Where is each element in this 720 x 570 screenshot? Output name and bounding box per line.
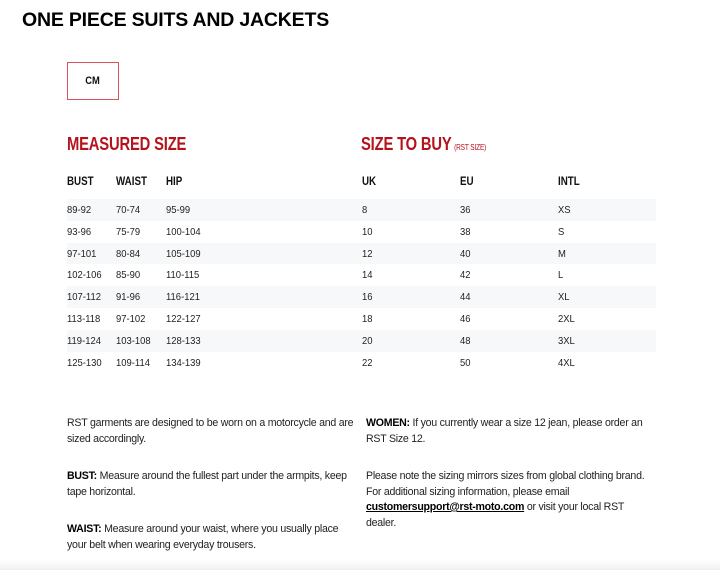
table-cell: 100-104 — [166, 225, 201, 238]
table-cell: 97-101 — [67, 247, 97, 260]
table-cell: 105-109 — [166, 247, 201, 260]
size-table: 89-92 70-74 95-99 8 36 XS 93-96 75-79 100-104 10 3… — [67, 199, 656, 373]
table-cell: 89-92 — [67, 204, 92, 216]
table-cell: 38 — [460, 225, 471, 238]
table-cell: 109-114 — [116, 356, 150, 369]
table-cell: 20 — [362, 334, 373, 347]
col-bust: BUST — [67, 176, 94, 188]
table-cell: 18 — [362, 312, 373, 325]
table-cell: 8 — [362, 204, 368, 216]
table-cell: 42 — [460, 269, 471, 282]
bottom-shadow — [0, 560, 720, 570]
rst-size-note: (RST SIZE) — [454, 143, 487, 152]
table-cell: 70-74 — [116, 204, 141, 216]
table-row: 93-96 75-79 100-104 10 38 S — [67, 221, 656, 243]
table-cell: 2XL — [558, 312, 575, 325]
table-cell: S — [558, 225, 565, 238]
table-cell: 12 — [362, 247, 373, 260]
table-cell: 119-124 — [67, 334, 101, 347]
table-cell: 91-96 — [116, 291, 141, 304]
table-cell: 75-79 — [116, 225, 141, 238]
table-cell: 48 — [460, 334, 471, 347]
table-cell: XL — [558, 291, 570, 304]
table-row: 89-92 70-74 95-99 8 36 XS — [67, 199, 656, 221]
col-eu: EU — [460, 176, 474, 188]
table-cell: 134-139 — [166, 356, 201, 369]
intro-note: RST garments are designed to be worn on … — [67, 417, 354, 445]
table-cell: 103-108 — [116, 334, 151, 347]
col-waist: WAIST — [116, 176, 147, 188]
col-uk: UK — [362, 176, 377, 188]
table-cell: 10 — [362, 225, 373, 238]
size-to-buy-heading: SIZE TO BUY (RST SIZE) — [361, 134, 487, 154]
table-cell: L — [558, 269, 564, 282]
bust-note: BUST: Measure around the fullest part un… — [67, 470, 347, 498]
table-cell: 4XL — [558, 356, 575, 369]
table-cell: 14 — [362, 269, 373, 282]
table-cell: 44 — [460, 291, 471, 304]
table-cell: 110-115 — [166, 269, 200, 282]
table-cell: 3XL — [558, 334, 575, 347]
email-link[interactable]: customersupport@rst-moto.com — [366, 501, 525, 513]
table-cell: 50 — [460, 356, 471, 369]
page-title: ONE PIECE SUITS AND JACKETS — [22, 9, 330, 31]
waist-note: WAIST: Measure around your waist, where … — [67, 523, 339, 551]
table-cell: 113-118 — [67, 312, 101, 325]
unit-cm-button[interactable]: CM — [67, 62, 119, 100]
table-cell: 16 — [362, 291, 373, 304]
table-cell: 93-96 — [67, 225, 92, 238]
col-intl: INTL — [558, 176, 580, 188]
women-note: WOMEN: If you currently wear a size 12 j… — [366, 417, 643, 445]
table-row: 113-118 97-102 122-127 18 46 2XL — [67, 308, 656, 330]
table-cell: 107-112 — [67, 291, 101, 304]
col-hip: HIP — [166, 176, 183, 188]
table-row: 125-130 109-114 134-139 22 50 4XL — [67, 352, 656, 374]
table-cell: 102-106 — [67, 269, 102, 282]
table-row: 119-124 103-108 128-133 20 48 3XL — [67, 329, 656, 352]
table-cell: 97-102 — [116, 312, 146, 325]
table-cell: 85-90 — [116, 269, 141, 282]
table-row: 97-101 80-84 105-109 12 40 M — [67, 242, 656, 265]
table-cell: 128-133 — [166, 334, 201, 347]
table-row: 102-106 85-90 110-115 14 42 L — [67, 264, 656, 286]
table-row: 107-112 91-96 116-121 16 44 XL — [67, 286, 656, 308]
unit-label: CM — [85, 75, 101, 87]
table-cell: 125-130 — [67, 356, 102, 369]
table-cell: 22 — [362, 356, 373, 369]
table-cell: 36 — [460, 204, 471, 216]
global-note: Please note the sizing mirrors sizes fro… — [366, 470, 645, 529]
table-cell: 80-84 — [116, 247, 141, 260]
table-cell: XS — [558, 204, 571, 216]
table-cell: 95-99 — [166, 204, 191, 216]
measured-size-heading: MEASURED SIZE — [67, 134, 187, 154]
table-cell: 46 — [460, 312, 471, 325]
table-cell: M — [558, 247, 566, 260]
table-cell: 40 — [460, 247, 471, 260]
table-cell: 116-121 — [166, 291, 200, 304]
table-cell: 122-127 — [166, 312, 201, 325]
